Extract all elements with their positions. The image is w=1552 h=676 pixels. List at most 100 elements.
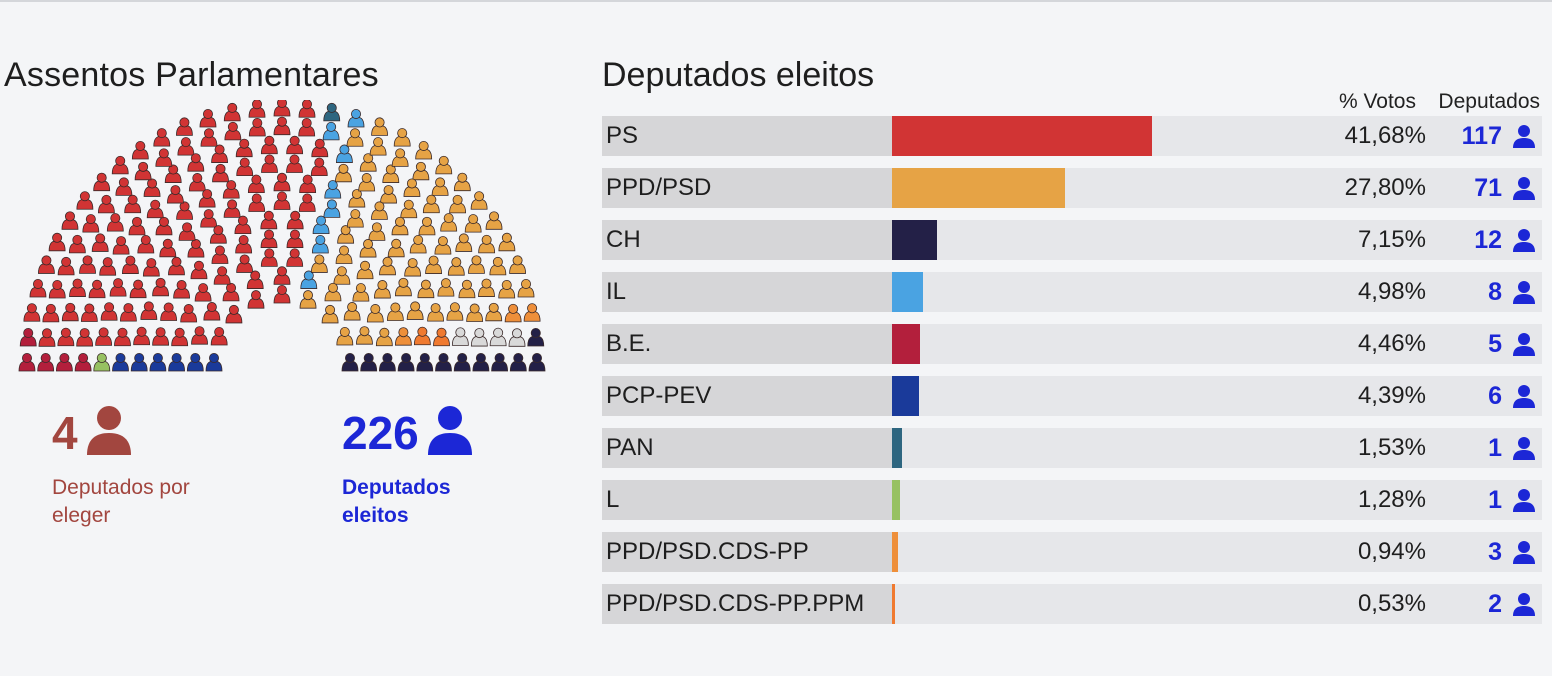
seats-column-header: Deputados [1438, 90, 1540, 113]
seat-marker [391, 216, 409, 236]
party-name: L [606, 486, 620, 513]
party-row: PPD/PSD.CDS-PP 0,94% 3 [602, 532, 1542, 572]
person-icon [1512, 332, 1536, 361]
seat-marker [311, 234, 329, 254]
seat-marker [341, 352, 359, 372]
party-row: PAN 1,53% 1 [602, 428, 1542, 468]
vote-percentage: 4,98% [1357, 278, 1426, 305]
vote-percentage: 7,15% [1357, 226, 1426, 253]
seat-marker [198, 189, 216, 208]
seat-marker [76, 328, 94, 347]
seat-marker [324, 282, 342, 302]
seat-marker [177, 137, 195, 156]
seat-marker [527, 328, 545, 347]
seat-marker [447, 257, 465, 276]
seat-marker [155, 216, 173, 236]
seat-marker [286, 154, 303, 173]
seat-marker [76, 191, 94, 210]
party-name-background [602, 480, 892, 520]
seat-marker [321, 304, 339, 324]
seat-marker [134, 161, 152, 181]
seat-marker [310, 157, 328, 177]
seat-marker [155, 148, 173, 167]
seat-marker [61, 302, 79, 322]
seat-marker [356, 326, 373, 345]
vote-percentage: 4,39% [1357, 382, 1426, 409]
seat-marker [322, 121, 340, 141]
remaining-label: Deputados por eleger [52, 476, 190, 527]
seat-marker [386, 302, 404, 321]
seat-marker [180, 304, 198, 323]
seat-marker [346, 128, 364, 147]
seat-marker [48, 279, 66, 299]
seat-marker [187, 153, 205, 172]
seat-marker [236, 254, 254, 273]
party-name-background [602, 428, 892, 468]
seat-marker [508, 328, 526, 347]
seat-marker [360, 352, 378, 372]
seat-marker [122, 255, 139, 274]
party-name: IL [606, 278, 627, 305]
seat-marker [369, 137, 387, 156]
seat-marker [455, 233, 473, 252]
seat-marker [323, 199, 341, 218]
seat-count: 8 [1488, 278, 1502, 306]
party-name: PAN [606, 434, 654, 461]
seat-count: 3 [1488, 538, 1502, 566]
seat-marker [347, 108, 365, 128]
seat-marker [213, 266, 231, 285]
vote-share-bar [892, 480, 900, 520]
seat-marker [112, 352, 129, 372]
person-icon [1512, 592, 1536, 621]
seat-marker [129, 279, 147, 299]
seat-marker [160, 302, 178, 321]
seat-marker [387, 238, 405, 258]
seat-marker [42, 303, 60, 323]
seat-marker [489, 256, 507, 276]
party-name: PCP-PEV [606, 382, 712, 409]
seat-marker [112, 236, 130, 255]
vote-percentage: 27,80% [1344, 174, 1426, 201]
seat-marker [95, 327, 113, 346]
seat-marker [464, 214, 482, 233]
seat-count: 12 [1474, 226, 1502, 254]
seat-marker [485, 211, 503, 230]
seat-marker [137, 234, 155, 254]
seat-marker [337, 225, 355, 244]
party-name-background [602, 584, 892, 624]
seat-marker [523, 303, 541, 322]
seat-marker [106, 213, 124, 232]
seat-marker [236, 157, 254, 177]
seat-marker [343, 302, 361, 321]
seat-marker [80, 303, 98, 322]
seat-marker [379, 256, 396, 276]
party-name-background [602, 376, 892, 416]
seat-marker [449, 194, 467, 214]
seat-marker [382, 164, 400, 183]
seat-marker [417, 279, 435, 299]
results-table: PS 41,68% 117 PPD/PSD 27,80% 71 CH 7,15% 12 IL 4,9… [602, 116, 1542, 636]
party-name-background [602, 272, 892, 312]
seat-marker [211, 245, 229, 264]
seat-marker [485, 302, 503, 322]
seat-marker [88, 279, 106, 299]
seat-marker [286, 229, 304, 248]
seat-marker [69, 278, 86, 297]
seat-marker [509, 255, 526, 274]
seat-marker [498, 279, 516, 299]
seat-marker [286, 248, 304, 267]
seat-marker [61, 211, 79, 230]
seat-marker [286, 210, 304, 230]
vote-percentage: 0,53% [1357, 590, 1426, 617]
seat-marker [416, 352, 434, 372]
seat-marker [153, 128, 171, 147]
party-name-background [602, 116, 892, 156]
seat-marker [146, 199, 164, 219]
elected-deputies-panel: Deputados eleitos % Votos Deputados PS 41… [602, 0, 1542, 676]
votes-column-header: % Votos [1338, 90, 1416, 113]
vote-share-bar [892, 272, 924, 312]
seat-marker [23, 303, 41, 322]
seat-marker [120, 303, 137, 322]
seat-marker [356, 260, 374, 280]
seat-marker [131, 140, 149, 160]
